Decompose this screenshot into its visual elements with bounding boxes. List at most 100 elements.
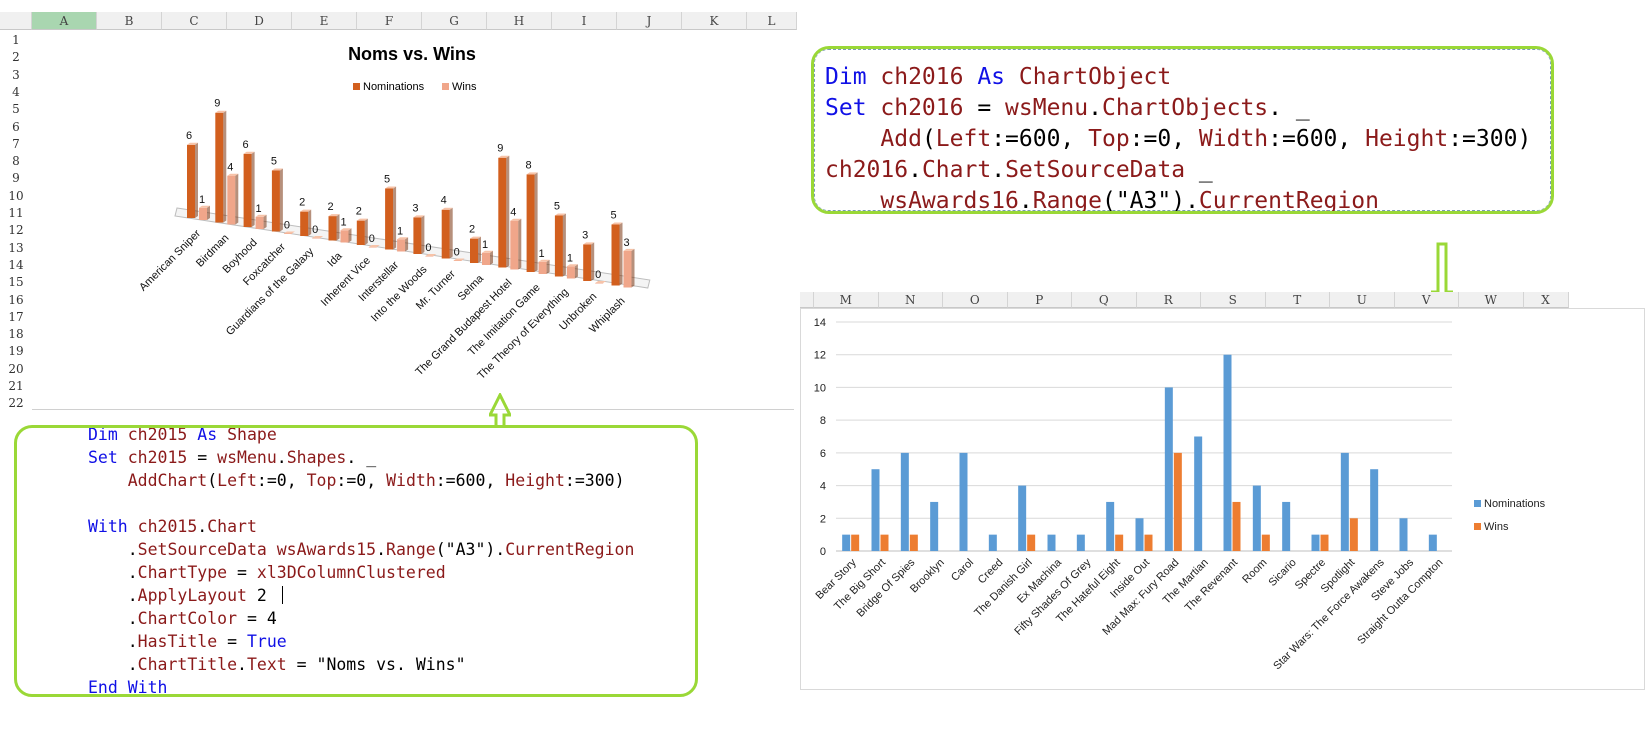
data-label-nominations: 5 [610,210,616,222]
data-label-nominations: 4 [441,195,447,207]
row-header-6[interactable]: 6 [0,117,32,136]
column-header-p[interactable]: P [1007,292,1072,308]
y-tick-label: 6 [820,448,826,460]
chart-2016-frame[interactable]: 0 2 4 6 8 10 12 14 Bear Story The Big Short Bridge… [800,308,1645,690]
column-header-h[interactable]: H [487,12,552,30]
chart-category-labels: American SniperBirdmanBoyhoodFoxcatcherG… [137,227,627,381]
row-header-4[interactable]: 4 [0,82,32,101]
bar-nominations [900,452,909,551]
row-header-14[interactable]: 14 [0,255,32,274]
row-header-12[interactable]: 12 [0,221,32,240]
data-label-wins: 1 [397,225,403,237]
data-label-wins: 3 [623,237,629,249]
code-line: .ApplyLayout 2 [88,586,267,605]
column-header-w[interactable]: W [1459,292,1524,308]
column-header-l[interactable]: L [747,12,797,30]
bar-wins-3 [283,231,295,234]
column-header-k[interactable]: K [682,12,747,30]
data-label-nominations: 9 [497,143,503,155]
data-label-wins: 0 [454,247,460,259]
column-header-v[interactable]: V [1394,292,1459,308]
row-header-15[interactable]: 15 [0,273,32,292]
bar-wins-6 [368,245,380,248]
column-header-d[interactable]: D [227,12,292,30]
data-label-wins: 1 [567,252,573,264]
column-header-n[interactable]: N [878,292,943,308]
column-header-t[interactable]: T [1265,292,1330,308]
row-header-1[interactable]: 1 [0,31,32,49]
column-header-r[interactable]: R [1136,292,1201,308]
data-label-nominations: 5 [271,156,277,168]
column-header-x[interactable]: X [1523,292,1569,308]
code-line: wsAwards16.Range("A3").CurrentRegion [880,188,1379,214]
chart-noms-vs-wins[interactable]: Noms vs. Wins Nominations Wins 619461502… [32,30,792,410]
data-label-nominations: 3 [412,202,418,214]
data-label-wins: 4 [510,207,516,219]
code-block-2015: Dim ch2015 As Shape Set ch2015 = wsMenu.S… [14,425,698,697]
bar-nominations-8 [413,215,425,254]
legend-label-wins: Wins [452,81,477,93]
bar-wins [909,534,918,551]
column-header-g[interactable]: G [422,12,487,30]
row-header-21[interactable]: 21 [0,377,32,395]
bar-wins-7 [397,237,409,252]
bar-wins [1144,534,1153,551]
row-header-9[interactable]: 9 [0,169,32,188]
data-label-nominations: 3 [582,229,588,241]
row-header-7[interactable]: 7 [0,134,32,153]
bar-wins-4 [312,236,324,239]
bar-wins [1232,501,1241,551]
data-label-nominations: 8 [526,159,532,171]
row-header-20[interactable]: 20 [0,359,32,378]
column-header-j[interactable]: J [617,12,682,30]
bar-nominations-12 [526,172,538,272]
row-header-17[interactable]: 17 [0,307,32,326]
column-header-b[interactable]: B [97,12,162,30]
column-header-a[interactable]: A [32,12,97,30]
bar-nominations [1076,534,1085,551]
row-header-10[interactable]: 10 [0,186,32,205]
bar-nominations [1428,534,1437,551]
column-header-partial [800,292,814,308]
bar-wins-12 [538,259,550,274]
data-label-wins: 0 [312,224,318,236]
code-line: With ch2015.Chart [88,517,257,536]
column-header-e[interactable]: E [292,12,357,30]
column-header-s[interactable]: S [1201,292,1266,308]
row-header-18[interactable]: 18 [0,325,32,344]
row-header-5[interactable]: 5 [0,100,32,119]
code-line: .SetSourceData wsAwards15.Range("A3").Cu… [88,540,635,559]
code-line: Add(Left:=600, Top:=0, Width:=600, Heigh… [880,126,1532,152]
column-header-q[interactable]: Q [1072,292,1137,308]
select-all-corner[interactable] [0,12,32,30]
bar-wins [1261,534,1270,551]
row-header-13[interactable]: 13 [0,238,32,257]
column-header-o[interactable]: O [943,292,1008,308]
bar-nominations [1252,485,1261,551]
bar-wins-14 [595,281,607,284]
bar-wins-11 [510,218,522,270]
column-header-u[interactable]: U [1330,292,1395,308]
row-header-8[interactable]: 8 [0,152,32,171]
row-header-11[interactable]: 11 [0,204,32,222]
row-header-16[interactable]: 16 [0,290,32,309]
data-label-nominations: 2 [327,201,333,213]
row-header-3[interactable]: 3 [0,65,32,84]
bar-wins [851,534,860,551]
data-label-nominations: 2 [469,224,475,236]
bar-wins [1320,534,1329,551]
y-tick-label: 12 [814,350,826,362]
row-header-2[interactable]: 2 [0,48,32,67]
code-line: .ChartColor = 4 [88,609,277,628]
column-header-i[interactable]: I [552,12,617,30]
column-header-c[interactable]: C [162,12,227,30]
row-header-22[interactable]: 22 [0,394,32,413]
column-header-f[interactable]: F [357,12,422,30]
bar-wins [1349,518,1358,551]
column-header-m[interactable]: M [814,292,879,308]
code-line: End With [88,678,168,697]
row-header-19[interactable]: 19 [0,342,32,361]
legend-label-nominations-2016: Nominations [1484,498,1546,510]
